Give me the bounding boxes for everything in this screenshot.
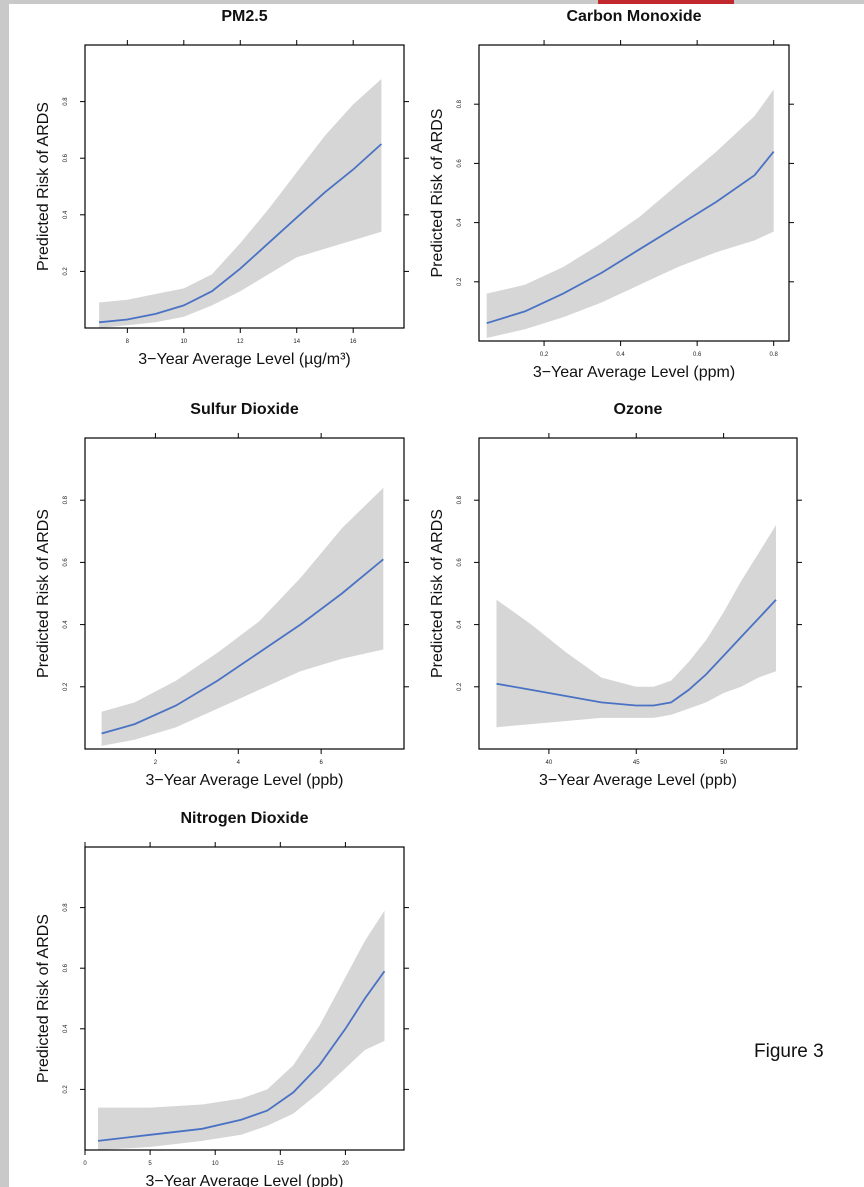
confidence-band xyxy=(99,79,382,328)
y-tick-label: 0.4 xyxy=(63,620,69,629)
y-tick-label: 0.4 xyxy=(457,620,463,629)
x-tick-label: 14 xyxy=(293,339,300,345)
y-tick-label: 0.8 xyxy=(63,903,69,912)
y-tick-label: 0.8 xyxy=(63,97,69,106)
x-tick-label: 40 xyxy=(546,760,553,766)
x-tick-label: 45 xyxy=(633,760,640,766)
plot-frame xyxy=(84,437,405,750)
chart-title: Nitrogen Dioxide xyxy=(180,810,308,827)
x-tick-label: 0 xyxy=(83,1161,87,1167)
x-tick-label: 15 xyxy=(277,1161,284,1167)
x-tick-label: 5 xyxy=(148,1161,152,1167)
y-tick-label: 0.6 xyxy=(63,558,69,567)
x-tick-label: 12 xyxy=(237,339,244,345)
x-tick-label: 16 xyxy=(350,339,357,345)
y-tick-label: 0.2 xyxy=(63,1085,69,1094)
confidence-band xyxy=(486,89,774,339)
y-tick-label: 0.2 xyxy=(63,682,69,691)
y-tick-label: 0.6 xyxy=(63,153,69,162)
predicted-risk-line xyxy=(496,599,777,707)
x-tick-label: 50 xyxy=(720,760,727,766)
page-accent-bar xyxy=(598,0,734,4)
y-tick-label: 0.2 xyxy=(457,682,463,691)
confidence-band xyxy=(496,525,776,728)
x-tick-label: 20 xyxy=(342,1161,349,1167)
x-axis-label: 3−Year Average Level (µg/m³) xyxy=(138,351,350,368)
chart-panel-1: 0.2 0.4 0.6 0.8 8 10 12 14 16 PM2.5 3−Year Average… xyxy=(35,8,409,368)
y-tick-label: 0.4 xyxy=(63,210,69,219)
plot-frame xyxy=(84,846,405,1151)
chart-title: Carbon Monoxide xyxy=(566,8,701,25)
y-axis-label: Predicted Risk of ARDS xyxy=(429,109,446,278)
x-tick-label: 8 xyxy=(126,339,130,345)
x-tick-label: 0.2 xyxy=(540,352,549,358)
page-frame-left xyxy=(0,0,9,1187)
x-axis-label: 3−Year Average Level (ppb) xyxy=(539,772,737,789)
predicted-risk-line xyxy=(486,151,775,325)
page-frame-top xyxy=(0,0,864,4)
predicted-risk-line xyxy=(99,143,383,324)
x-tick-label: 10 xyxy=(180,339,187,345)
plot-frame xyxy=(84,44,405,329)
confidence-band xyxy=(101,487,384,746)
y-tick-label: 0.2 xyxy=(457,277,463,286)
x-tick-label: 0.4 xyxy=(616,352,625,358)
x-tick-label: 0.6 xyxy=(693,352,702,358)
chart-panel-5: 0.2 0.4 0.6 0.8 0 5 10 15 20 Nitrogen Dioxide 3−Ye… xyxy=(35,810,409,1187)
chart-title: PM2.5 xyxy=(221,8,267,25)
y-tick-label: 0.8 xyxy=(457,99,463,108)
chart-panel-2: 0.2 0.4 0.6 0.8 0.2 0.4 0.6 0.8 Carbon Monoxide 3… xyxy=(429,8,794,381)
x-tick-label: 4 xyxy=(237,760,241,766)
y-tick-label: 0.4 xyxy=(457,218,463,227)
y-tick-label: 0.2 xyxy=(63,267,69,276)
x-axis-label: 3−Year Average Level (ppm) xyxy=(533,364,735,381)
chart-panel-3: 0.2 0.4 0.6 0.8 2 4 6 Sulfur Dioxide 3−Year Aver… xyxy=(35,401,409,789)
predicted-risk-line xyxy=(97,970,386,1142)
plot-frame xyxy=(478,437,798,750)
plot-frame xyxy=(478,44,790,342)
x-tick-label: 6 xyxy=(319,760,323,766)
x-axis-label: 3−Year Average Level (ppb) xyxy=(146,772,344,789)
y-axis-label: Predicted Risk of ARDS xyxy=(35,914,52,1083)
y-axis-label: Predicted Risk of ARDS xyxy=(429,509,446,678)
y-tick-label: 0.6 xyxy=(457,558,463,567)
figure-label: Figure 3 xyxy=(754,1041,824,1062)
y-tick-label: 0.6 xyxy=(63,963,69,972)
y-axis-label: Predicted Risk of ARDS xyxy=(35,509,52,678)
chart-title: Sulfur Dioxide xyxy=(190,401,299,418)
y-axis-label: Predicted Risk of ARDS xyxy=(35,102,52,271)
y-tick-label: 0.6 xyxy=(457,159,463,168)
predicted-risk-line xyxy=(101,558,384,735)
y-tick-label: 0.8 xyxy=(457,495,463,504)
x-tick-label: 2 xyxy=(154,760,158,766)
y-tick-label: 0.4 xyxy=(63,1024,69,1033)
chart-panel-4: 0.2 0.4 0.6 0.8 40 45 50 Ozone 3−Year Average Le… xyxy=(429,401,802,789)
x-tick-label: 0.8 xyxy=(770,352,779,358)
x-axis-label: 3−Year Average Level (ppb) xyxy=(146,1173,344,1187)
x-tick-label: 10 xyxy=(212,1161,219,1167)
chart-title: Ozone xyxy=(614,401,663,418)
confidence-band xyxy=(98,910,385,1150)
y-tick-label: 0.8 xyxy=(63,495,69,504)
